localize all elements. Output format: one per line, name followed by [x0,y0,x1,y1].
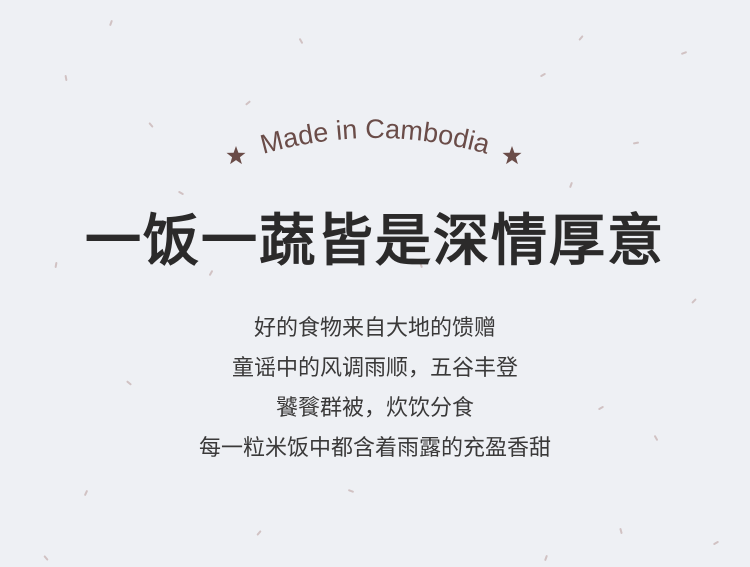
speck [177,190,185,196]
speck [256,530,262,536]
speck [347,489,355,493]
speck [712,540,720,546]
body-line-1: 好的食物来自大地的馈赠 [253,316,496,341]
headline: 一饭一蔬皆是深情厚意 [85,208,665,274]
speck [691,298,697,304]
speck [83,489,89,497]
speck [619,527,623,535]
star-right-icon [502,146,522,165]
body-text: 好的食物来自大地的馈赠 童谣中的风调雨顺，五谷丰登 饕餮群被，炊饮分食 每一粒米… [0,309,750,469]
star-left-icon [226,146,246,165]
speck [43,555,49,561]
tagline: Made in Cambodia [257,114,494,160]
body-line-4: 每一粒米饭中都含着雨露的充盈香甜 [198,436,551,461]
tagline-arc: Made in Cambodia [226,114,522,165]
body-line-2: 童谣中的风调雨顺，五谷丰登 [231,356,518,381]
body-line-3: 饕餮群被，炊饮分食 [275,396,474,421]
tagline-text: Made in Cambodia [257,114,494,160]
speck [544,554,548,562]
